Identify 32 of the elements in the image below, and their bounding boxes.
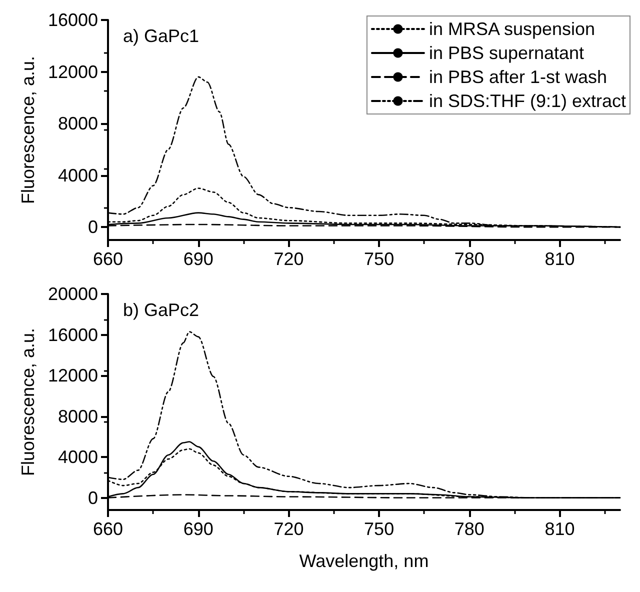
x-tick-label: 690 — [183, 249, 214, 269]
y-tick-label: 12000 — [48, 366, 98, 386]
x-tick-label: 810 — [544, 519, 575, 539]
y-tick-label: 4000 — [58, 165, 98, 186]
x-tick-label: 780 — [454, 249, 484, 269]
y-tick-label: 8000 — [58, 114, 98, 134]
y-axis-title: Fluorescence, a.u. — [18, 328, 38, 476]
legend-label: in PBS after 1-st wash — [428, 67, 608, 87]
legend-label: in PBS supernatant — [428, 43, 584, 63]
x-tick-label: 750 — [364, 519, 394, 539]
x-tick-label: 660 — [92, 249, 124, 269]
y-tick-label: 16000 — [48, 10, 98, 30]
x-tick-label: 810 — [544, 249, 575, 269]
y-tick-label: 4000 — [58, 447, 98, 468]
y-tick-label: 8000 — [58, 406, 98, 426]
y-tick-label: 16000 — [48, 324, 98, 345]
x-tick-label: 750 — [364, 249, 394, 269]
x-tick-label: 780 — [454, 519, 484, 539]
legend-label: in MRSA suspension — [428, 19, 596, 39]
legend-label: in SDS:THF (9:1) extract — [428, 91, 626, 111]
x-tick-label: 720 — [274, 249, 304, 269]
chart-title: b) GaPc2 — [123, 300, 200, 320]
x-tick-label: 720 — [274, 519, 304, 539]
y-axis-title: Fluorescence, a.u. — [18, 56, 38, 204]
x-tick-label: 660 — [92, 519, 124, 539]
y-tick-label: 0 — [88, 217, 98, 238]
y-tick-label: 12000 — [48, 62, 98, 82]
y-tick-label: 20000 — [48, 284, 98, 304]
y-tick-label: 0 — [88, 488, 98, 508]
chart-title: a) GaPc1 — [123, 26, 200, 46]
x-tick-label: 690 — [183, 519, 214, 539]
x-axis-title: Wavelength, nm — [299, 551, 429, 571]
